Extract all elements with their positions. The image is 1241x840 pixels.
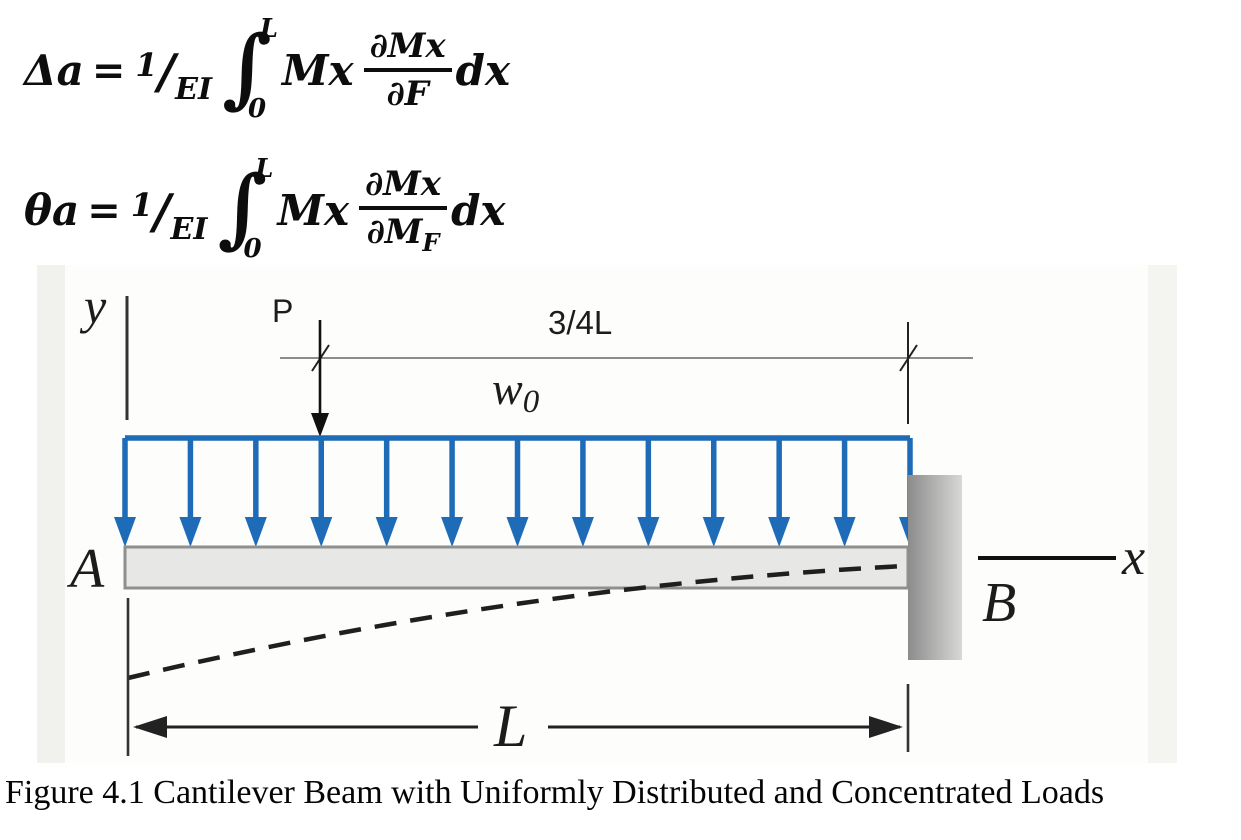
equation-slope: θa = 1/EI ∫ L 0 Mx ∂Mx ∂MF dx	[24, 154, 506, 264]
eq1-differential: dx	[455, 45, 511, 95]
eq2-fraction: ∂Mx ∂MF	[358, 164, 448, 256]
distributed-load-label: w0	[492, 363, 540, 420]
eq1-equals: =	[91, 46, 126, 94]
eq2-coefficient: 1/EI	[130, 184, 208, 247]
load-arrowhead	[702, 517, 725, 547]
integral-icon: ∫	[222, 17, 272, 118]
figure-caption: Figure 4.1 Cantilever Beam with Uniforml…	[5, 774, 1105, 811]
point-load-label: P	[272, 293, 293, 329]
dim-label-3-4L: 3/4L	[548, 304, 612, 341]
beam	[123, 545, 910, 590]
load-arrowhead	[571, 517, 594, 547]
load-arrowhead	[441, 517, 464, 547]
figure-panel	[37, 265, 1177, 763]
eq2-integrand: Mx	[277, 185, 349, 235]
fixed-support-wall	[908, 475, 962, 660]
eq2-differential: dx	[451, 185, 506, 235]
point-load-arrowhead	[311, 413, 329, 437]
load-arrowhead	[375, 517, 398, 547]
figure-panel-left-strip	[37, 265, 65, 763]
eq2-equals: =	[87, 186, 121, 234]
load-arrowhead	[637, 517, 660, 547]
eq2-lhs: θa	[24, 185, 80, 235]
end-b-label: B	[982, 572, 1016, 634]
load-arrowhead	[114, 517, 136, 547]
eq1-lhs: Δa	[24, 45, 84, 95]
integral-icon: ∫	[217, 157, 268, 258]
x-axis-label: x	[1121, 529, 1145, 586]
figure-panel-right-strip	[1148, 265, 1177, 763]
L-arrowhead-right	[869, 716, 903, 738]
y-axis-label: y	[79, 278, 107, 334]
length-label: L	[493, 693, 527, 759]
eq1-integral: ∫ L 0	[222, 14, 279, 124]
eq1-integrand: Mx	[282, 45, 354, 95]
equation-deflection: Δa = 1/EI ∫ L 0 Mx ∂Mx ∂F dx	[24, 14, 511, 124]
load-arrowhead	[310, 517, 333, 547]
load-arrowhead	[179, 517, 202, 547]
eq2-integral: ∫ L 0	[217, 154, 274, 264]
eq1-coefficient: 1/EI	[135, 44, 213, 107]
L-arrowhead-left	[133, 716, 167, 738]
load-arrowhead	[768, 517, 791, 547]
end-a-label: A	[66, 538, 105, 600]
eq1-fraction: ∂Mx ∂F	[363, 26, 452, 114]
deflection-curve	[127, 563, 906, 681]
load-arrowhead	[833, 517, 856, 547]
load-arrowhead	[506, 517, 529, 547]
load-arrowhead	[244, 517, 267, 547]
